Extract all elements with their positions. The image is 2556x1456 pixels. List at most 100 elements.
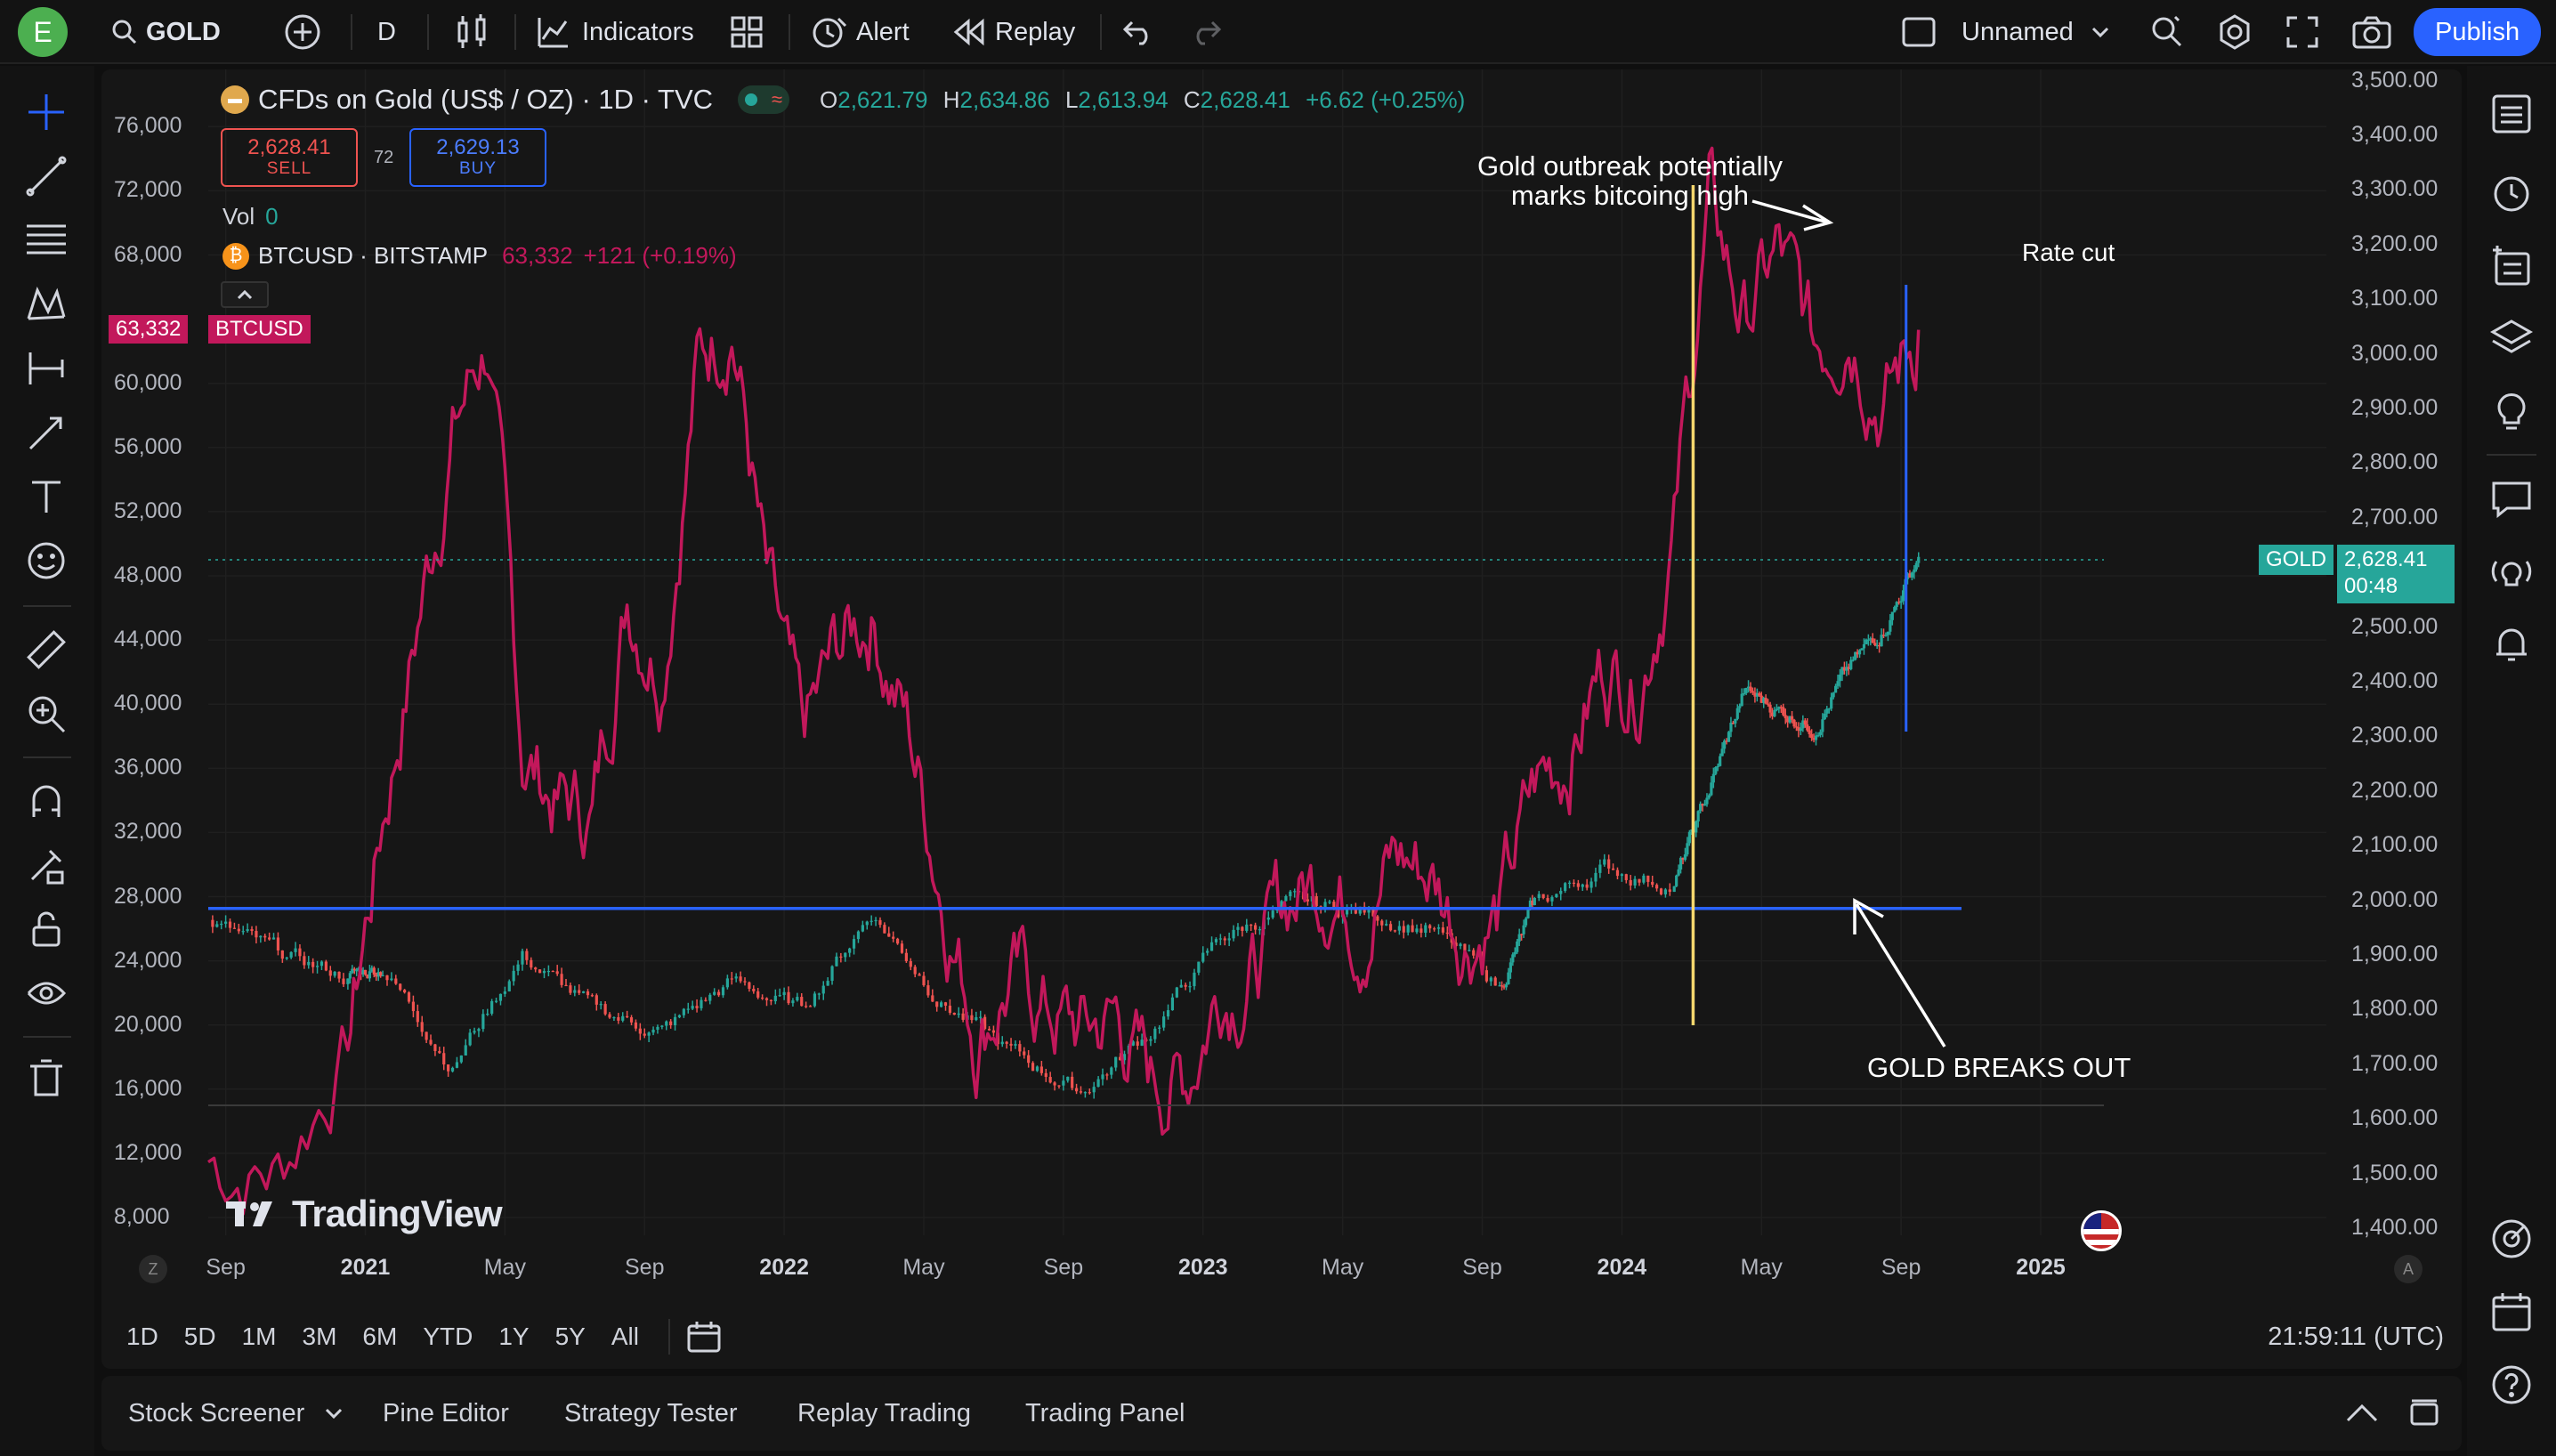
fib-tool[interactable] [20,214,73,267]
gold-candle [407,992,411,1002]
main-series-legend[interactable]: ▬ CFDs on Gold (US$ / OZ) · 1D · TVC ≈ O… [221,82,1465,117]
help-button[interactable] [2485,1358,2538,1412]
date-range-button[interactable] [686,1319,722,1355]
market-status[interactable]: ≈ [738,85,790,114]
gold-candle [1913,569,1916,573]
gold-candle [1889,619,1892,632]
timeframe-3m[interactable]: 3M [302,1323,337,1350]
symbol-search[interactable]: GOLD [110,0,221,64]
chats-button[interactable] [2485,472,2538,525]
settings-button[interactable] [2216,0,2253,64]
btc-axis-tick: 48,000 [114,562,182,587]
buy-button[interactable]: 2,629.13 BUY [409,128,546,187]
gear-icon [2220,14,2250,50]
tab-strategy-tester[interactable]: Strategy Tester [564,1376,738,1451]
tab-stock-screener[interactable]: Stock Screener [128,1376,344,1451]
layout-save-checkbox[interactable] [1901,0,1937,64]
gold-candle [1023,1051,1026,1056]
maximize-panel-button[interactable] [2408,1376,2440,1451]
gold-candle [1546,898,1549,902]
indicators-button[interactable]: Indicators [536,0,694,64]
quick-search-button[interactable] [2148,0,2186,64]
crosshair-tool[interactable] [20,85,73,139]
brush-tool[interactable] [20,406,73,459]
alert-button[interactable]: Alert [810,0,910,64]
timeframe-1d[interactable]: 1D [126,1323,158,1350]
utc-clock[interactable]: 21:59:11 (UTC) [2268,1322,2444,1351]
gold-candle [1755,692,1759,697]
time-zone-button[interactable]: Z [139,1255,167,1283]
tab-trading-panel[interactable]: Trading Panel [1025,1376,1185,1451]
rate-cut-annotation[interactable]: Rate cut [2022,239,2115,266]
layout-name-dropdown[interactable]: Unnamed [1961,0,2111,64]
text-tool[interactable] [20,470,73,523]
btc-tag-value: 63,332 [116,317,182,341]
compare-button[interactable] [283,0,322,64]
time-axis-label: May [1740,1255,1783,1280]
gold-candle [1581,884,1584,887]
ideas-button[interactable] [2485,383,2538,436]
calendar-button[interactable] [2485,1285,2538,1339]
outbreak-annotation[interactable]: Gold outbreak potentially marks bitcoing… [1477,151,1783,210]
gold-candle [1088,1092,1091,1094]
hide-drawings[interactable] [20,967,73,1020]
magnet-tool[interactable] [20,774,73,828]
collapse-legend-button[interactable] [221,281,269,308]
undo-button[interactable] [1121,0,1155,64]
object-tree-button[interactable] [2485,240,2538,294]
redo-button[interactable] [1189,0,1223,64]
timeframe-1m[interactable]: 1M [241,1323,277,1350]
expand-panel-button[interactable] [2344,1376,2380,1451]
publish-button[interactable]: Publish [2414,0,2542,64]
interval-button[interactable]: D [377,0,396,64]
tradingview-logo-icon [226,1201,272,1226]
btc-series-legend[interactable]: ₿ BTCUSD · BITSTAMP 63,332 +121 (+0.19%) [222,242,737,270]
timeframe-1y[interactable]: 1Y [498,1323,530,1350]
gold-candle [352,968,356,971]
timeframe-ytd[interactable]: YTD [423,1323,473,1350]
time-axis-label: 2025 [2016,1255,2066,1280]
gold-candle [1646,875,1650,882]
us-flag-icon[interactable] [2081,1210,2122,1251]
chart-type-button[interactable] [454,0,489,64]
tab-replay-trading[interactable]: Replay Trading [797,1376,971,1451]
tradingview-watermark[interactable]: TradingView [226,1193,503,1235]
timeframe-6m[interactable]: 6M [362,1323,398,1350]
sell-button[interactable]: 2,628.41 SELL [221,128,358,187]
layers-button[interactable] [2485,311,2538,365]
gold-candle [1014,1044,1017,1046]
zoom-tool[interactable] [20,687,73,740]
projection-tool[interactable] [20,342,73,395]
timeframe-5d[interactable]: 5D [183,1323,216,1350]
notifications-button[interactable] [2485,618,2538,671]
screenshot-button[interactable] [2351,0,2392,64]
dom-button[interactable] [2485,1212,2538,1266]
volume-legend[interactable]: Vol 0 [222,203,279,231]
fullscreen-button[interactable] [2285,0,2319,64]
gold-candle [1250,924,1253,926]
timeframe-5y[interactable]: 5Y [554,1323,586,1350]
tab-pine-editor[interactable]: Pine Editor [383,1376,509,1451]
streams-button[interactable] [2485,545,2538,598]
user-avatar[interactable]: E [18,0,68,64]
layouts-button[interactable] [730,0,764,64]
emoji-tool[interactable] [20,534,73,587]
pattern-tool[interactable] [20,278,73,331]
breakout-annotation[interactable]: GOLD BREAKS OUT [1867,1052,2131,1083]
trend-line-tool[interactable] [20,150,73,203]
stay-in-drawing-mode[interactable] [20,838,73,892]
replay-button[interactable]: Replay [950,0,1075,64]
lock-drawings[interactable] [20,902,73,956]
auto-scale-button[interactable]: A [2394,1255,2423,1283]
timeframe-all[interactable]: All [611,1323,639,1350]
chart-panel[interactable]: ▬ CFDs on Gold (US$ / OZ) · 1D · TVC ≈ O… [101,69,2462,1369]
remove-drawings[interactable] [20,1052,73,1105]
ruler-tool[interactable] [20,623,73,676]
gold-candle [1170,997,1175,1011]
gold-candle [700,999,703,1008]
gold-candle [1851,659,1855,661]
watchlist-button[interactable] [2485,87,2538,141]
chart-canvas[interactable] [101,69,2462,1369]
alerts-button[interactable] [2485,166,2538,219]
magnet-icon [32,785,61,817]
